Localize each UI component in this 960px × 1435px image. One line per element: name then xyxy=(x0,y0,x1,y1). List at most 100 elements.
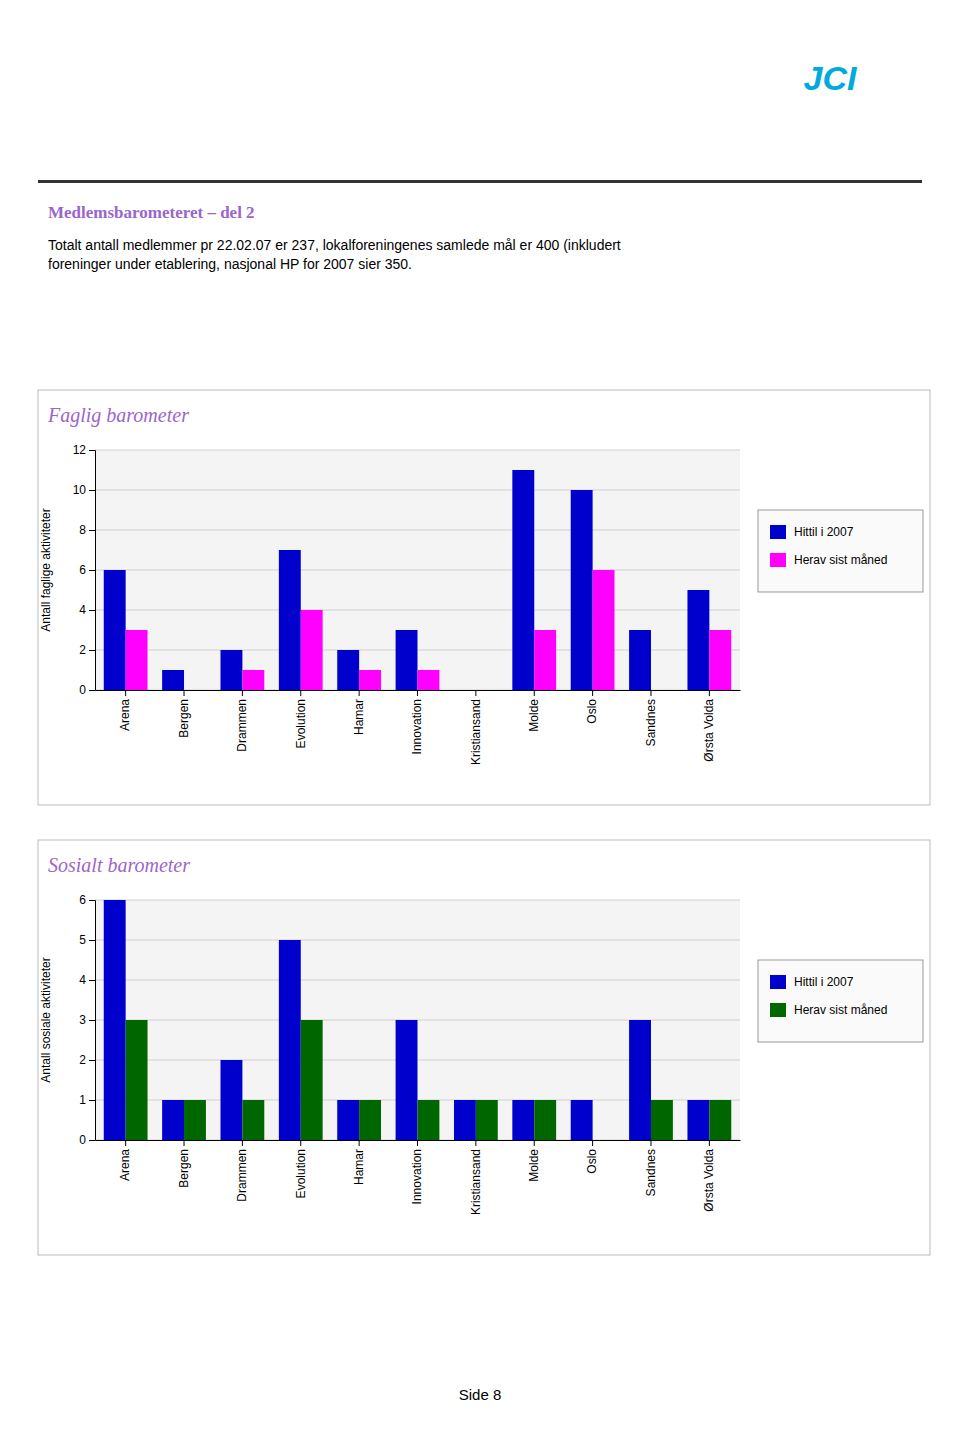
legend: Hittil i 2007 Herav sist måned xyxy=(758,510,923,592)
bar-series xyxy=(104,470,710,690)
section-frame xyxy=(38,840,930,1255)
tick-label: 2 xyxy=(79,1053,86,1067)
bar xyxy=(104,570,126,690)
legend-swatch xyxy=(770,1003,786,1017)
grid-line xyxy=(95,940,740,941)
section-title: Faglig barometer xyxy=(47,404,189,427)
tick-label: 4 xyxy=(79,603,86,617)
page-title: Medlemsbarometeret – del 2 xyxy=(48,203,255,222)
x-tick: Evolution xyxy=(294,690,308,748)
bar xyxy=(651,1100,673,1140)
legend-label: Herav sist måned xyxy=(794,553,887,567)
grid xyxy=(95,450,740,690)
legend-label: Hittil i 2007 xyxy=(794,525,854,539)
tick-mark xyxy=(125,690,126,696)
tick-label: Arena xyxy=(118,1149,132,1181)
x-tick: Innovation xyxy=(410,1140,424,1204)
y-tick: 4 xyxy=(79,603,95,617)
tick-mark xyxy=(650,1140,651,1146)
legend-swatch xyxy=(770,553,786,567)
tick-mark xyxy=(89,1020,95,1021)
x-tick: Oslo xyxy=(585,690,599,724)
tick-label: Evolution xyxy=(294,1149,308,1198)
x-tick: Molde xyxy=(527,1140,541,1182)
x-tick: Bergen xyxy=(177,1140,191,1188)
bar xyxy=(184,1100,206,1140)
tick-label: Kristiansand xyxy=(469,1149,483,1215)
bar xyxy=(359,670,381,690)
tick-mark xyxy=(592,690,593,696)
legend-label: Herav sist måned xyxy=(794,1003,887,1017)
bar xyxy=(687,590,709,690)
tick-mark xyxy=(89,900,95,901)
tick-mark xyxy=(89,980,95,981)
tick-label: Hamar xyxy=(352,699,366,735)
tick-label: 1 xyxy=(79,1093,86,1107)
y-tick: 4 xyxy=(79,973,95,987)
bar xyxy=(162,1100,184,1140)
bar xyxy=(126,1020,148,1140)
y-axis: 024681012 xyxy=(73,443,96,697)
x-tick: Drammen xyxy=(235,1140,249,1202)
tick-label: 6 xyxy=(79,563,86,577)
grid-line xyxy=(95,980,740,981)
tick-label: Molde xyxy=(527,1149,541,1182)
bar xyxy=(534,1100,556,1140)
tick-mark xyxy=(89,1060,95,1061)
footer: Side 8 xyxy=(459,1386,502,1403)
bar-series xyxy=(126,1020,732,1140)
bar xyxy=(242,670,264,690)
bar xyxy=(593,570,615,690)
x-tick: Arena xyxy=(118,1140,132,1181)
y-axis: 0123456 xyxy=(79,893,95,1147)
bar xyxy=(454,1100,476,1140)
tick-label: Sandnes xyxy=(644,1149,658,1196)
tick-label: Innovation xyxy=(410,1149,424,1204)
tick-mark xyxy=(89,1140,95,1141)
bar xyxy=(454,690,476,691)
bar xyxy=(709,1100,731,1140)
tick-label: 2 xyxy=(79,643,86,657)
tick-mark xyxy=(242,1140,243,1146)
tick-label: Ørsta Volda xyxy=(702,699,716,762)
section-title: Sosialt barometer xyxy=(48,854,190,876)
tick-label: Ørsta Volda xyxy=(702,1149,716,1212)
tick-mark xyxy=(184,690,185,696)
tick-mark xyxy=(89,610,95,611)
grid-line xyxy=(95,450,740,451)
bar xyxy=(301,1020,323,1140)
grid-line xyxy=(95,530,740,531)
plot-area xyxy=(95,900,740,1140)
tick-label: Innovation xyxy=(410,699,424,754)
tick-mark xyxy=(89,450,95,451)
bar xyxy=(279,940,301,1140)
tick-label: 10 xyxy=(73,483,87,497)
tick-label: Oslo xyxy=(585,1149,599,1174)
bar xyxy=(512,470,534,690)
bar xyxy=(184,690,206,691)
bar xyxy=(220,1060,242,1140)
bar xyxy=(571,490,593,690)
tick-mark xyxy=(300,690,301,696)
tick-mark xyxy=(534,1140,535,1146)
y-tick: 6 xyxy=(79,893,95,907)
bar xyxy=(687,1100,709,1140)
tick-mark xyxy=(709,690,710,696)
section-frame xyxy=(38,390,930,805)
tick-mark xyxy=(592,1140,593,1146)
x-tick: Hamar xyxy=(352,1140,366,1185)
y-tick: 3 xyxy=(79,1013,95,1027)
grid-line xyxy=(95,570,740,571)
tick-mark xyxy=(650,690,651,696)
bars xyxy=(104,470,731,690)
bar xyxy=(512,1100,534,1140)
tick-mark xyxy=(534,690,535,696)
tick-label: 6 xyxy=(79,893,86,907)
axis-domain xyxy=(89,451,96,691)
bar xyxy=(359,1100,381,1140)
tick-mark xyxy=(475,1140,476,1146)
tick-mark xyxy=(417,1140,418,1146)
tick-mark xyxy=(89,690,95,691)
bar xyxy=(629,1020,651,1140)
bar xyxy=(301,610,323,690)
